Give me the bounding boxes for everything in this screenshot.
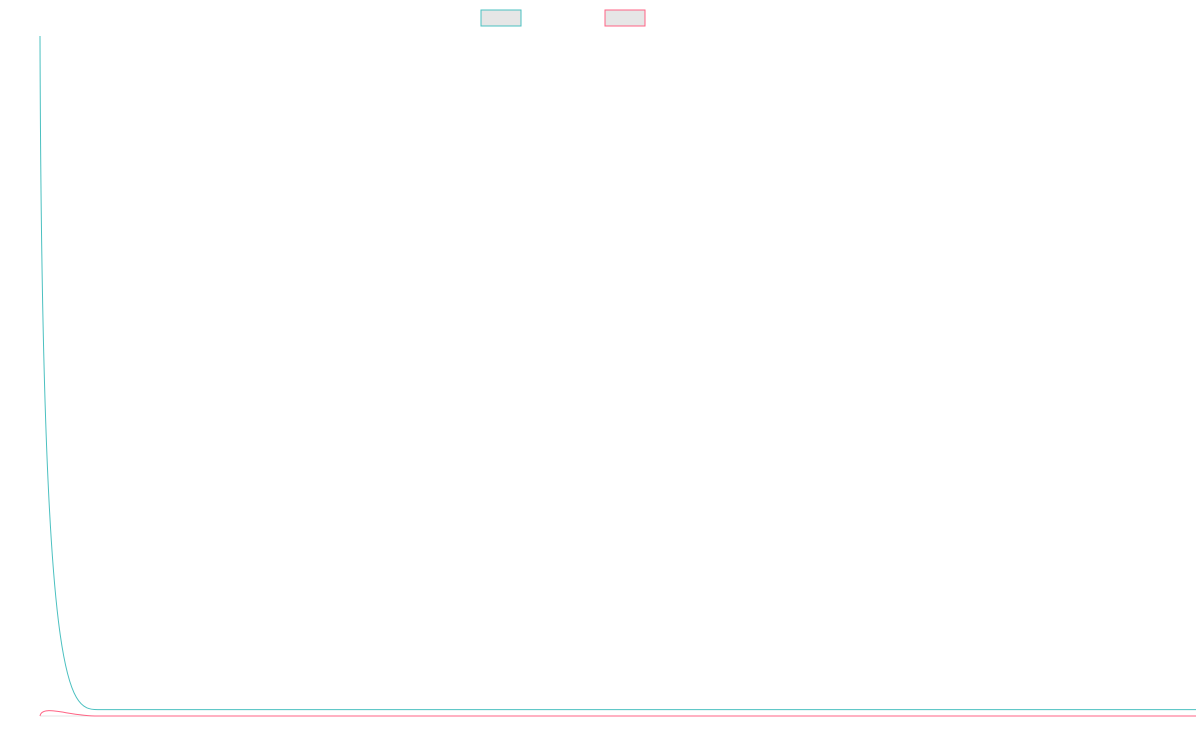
series-line-2 (39, 710, 1196, 717)
legend-swatch-1[interactable] (480, 9, 522, 27)
series-line-1 (39, 35, 1196, 711)
legend[interactable] (480, 9, 646, 27)
series-layer (39, 35, 1196, 717)
legend-swatch-2[interactable] (604, 9, 646, 27)
